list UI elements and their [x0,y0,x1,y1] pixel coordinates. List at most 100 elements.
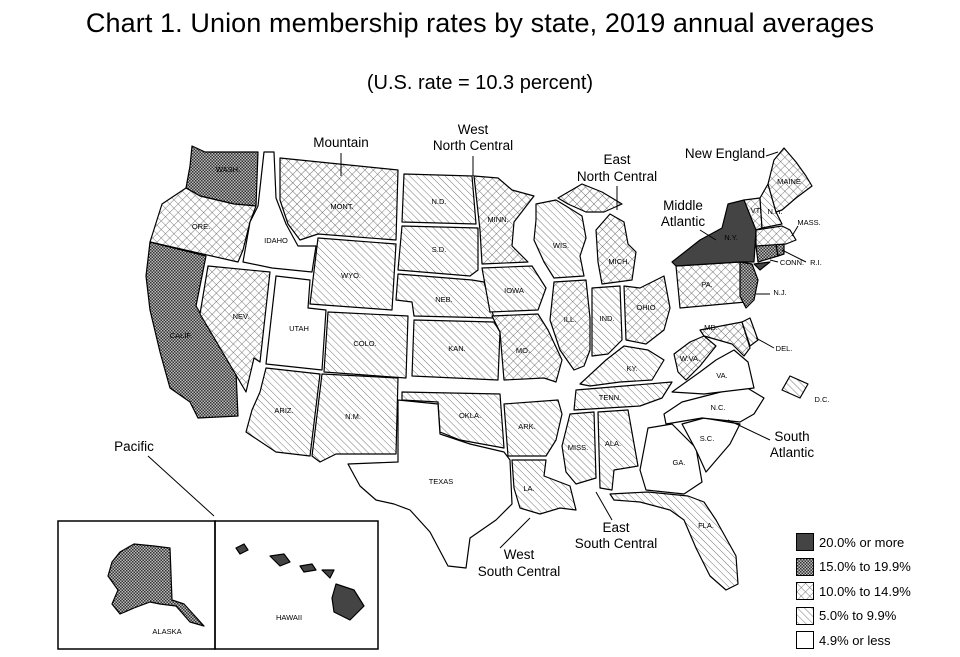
state-label-or: ORE. [192,222,210,231]
hawaii-inset-frame [214,520,379,650]
state-az[interactable]: ARIZ. [245,367,321,457]
state-dc[interactable]: D.C. [781,375,830,404]
state-co[interactable]: COLO. [323,311,409,379]
chart-title: Chart 1. Union membership rates by state… [85,8,875,38]
state-wy[interactable]: WYO. [309,237,397,311]
svg-text:Mountain: Mountain [313,135,369,150]
state-label-dc: D.C. [815,395,830,404]
state-ne[interactable]: NEB. [395,273,495,319]
state-id[interactable]: IDAHO [242,151,317,273]
state-label-nj: N.J. [773,288,786,297]
legend-label: 15.0% to 19.9% [819,559,911,575]
state-label-wy: WYO. [341,271,361,280]
state-label-ak: ALASKA [152,627,181,636]
state-tx[interactable]: TEXAS [347,399,513,569]
state-wi[interactable]: WIS. [533,199,587,279]
state-nc[interactable]: N.C. [663,385,765,425]
state-label-ar: ARK. [518,422,536,431]
state-ma[interactable]: MASS. [755,218,821,247]
legend-item-15-19: 15.0% to 19.9% [796,555,911,580]
state-label-al: ALA. [605,439,621,448]
state-fl[interactable]: FLA. [609,491,739,591]
state-label-tx: TEXAS [429,477,454,486]
state-label-ne: NEB. [435,295,453,304]
svg-text:South: South [774,429,809,444]
legend-item-5-9: 5.0% to 9.9% [796,604,911,629]
state-il[interactable]: ILL. [549,279,591,371]
state-la[interactable]: LA. [511,459,577,515]
state-ca[interactable]: CALIF. [145,241,239,419]
legend-swatch [796,582,814,601]
svg-text:North Central: North Central [433,138,513,153]
state-label-vt: VT. [751,206,762,215]
state-label-ia: IOWA [504,286,524,295]
state-mi[interactable]: MICH. [557,183,637,285]
state-label-sc: S.C. [700,434,715,443]
state-label-ks: KAN. [448,344,466,353]
svg-text:South Central: South Central [478,564,561,579]
legend-swatch [796,631,814,650]
legend-swatch [796,606,814,625]
state-label-nc: N.C. [711,403,726,412]
state-ms[interactable]: MISS. [561,411,597,485]
chart-subtitle: (U.S. rate = 10.3 percent) [366,72,594,94]
state-oh[interactable]: OHIO [623,275,671,345]
state-hi[interactable]: HAWAII [235,543,365,622]
state-label-ny: N.Y. [724,233,738,242]
state-ks[interactable]: KAN. [411,319,501,381]
state-nm[interactable]: N.M. [311,373,399,463]
state-mn[interactable]: MINN. [473,175,535,265]
state-me[interactable]: MAINE [767,147,813,213]
state-nj[interactable]: N.J. [739,261,787,309]
state-label-de: DEL. [776,344,793,353]
legend-item-20-plus: 20.0% or more [796,530,911,555]
state-label-mn: MINN. [487,215,508,224]
state-label-md: MD. [704,323,718,332]
state-label-ms: MISS. [568,443,588,452]
state-label-tn: TENN. [599,393,622,402]
state-ak[interactable]: ALASKA [107,543,205,636]
legend-item-10-14: 10.0% to 14.9% [796,579,911,604]
state-nd[interactable]: N.D. [401,173,477,225]
state-ia[interactable]: IOWA [481,265,547,313]
region-label-east-south-central: East South Central [575,491,658,551]
state-wv[interactable]: W.VA. [673,335,717,381]
svg-text:East: East [603,152,630,167]
state-ut[interactable]: UTAH [265,275,327,371]
state-label-az: ARIZ. [274,406,293,415]
state-ga[interactable]: GA. [639,423,703,495]
state-tn[interactable]: TENN. [573,381,673,411]
svg-text:West: West [504,547,535,562]
region-label-west-south-central: West South Central [478,517,561,579]
state-pa[interactable]: PA. [675,261,751,309]
state-mo[interactable]: MO. [491,313,563,383]
state-in[interactable]: IND. [591,285,623,357]
state-ar[interactable]: ARK. [503,399,563,457]
svg-text:South Central: South Central [575,536,658,551]
state-va[interactable]: VA. [671,349,755,395]
state-or[interactable]: ORE. [149,187,257,263]
state-nh[interactable]: N.H. [759,183,783,229]
state-label-ut: UTAH [289,324,309,333]
state-label-hi: HAWAII [276,613,302,622]
state-label-wa: WASH. [216,165,240,174]
state-label-nh: N.H. [768,207,783,216]
state-label-ga: GA. [673,458,686,467]
state-label-ct: CONN. [780,258,804,267]
state-nv[interactable]: NEV. [199,265,271,393]
state-label-sd: S.D. [432,245,447,254]
state-ok[interactable]: OKLA. [401,391,505,449]
state-al[interactable]: ALA. [597,409,639,491]
region-label-south-atlantic: South Atlantic [727,419,814,460]
state-label-wv: W.VA. [680,354,700,363]
state-de[interactable]: DEL. [741,317,793,353]
state-label-id: IDAHO [264,236,288,245]
state-mt[interactable]: MONT. [279,157,399,241]
state-label-mi: MICH. [608,257,629,266]
state-label-pa: PA. [701,280,713,289]
state-ky[interactable]: KY. [579,345,665,387]
state-sd[interactable]: S.D. [397,225,479,277]
map-legend: 20.0% or more 15.0% to 19.9% 10.0% to 14… [796,530,911,653]
state-label-nv: NEV. [233,312,250,321]
